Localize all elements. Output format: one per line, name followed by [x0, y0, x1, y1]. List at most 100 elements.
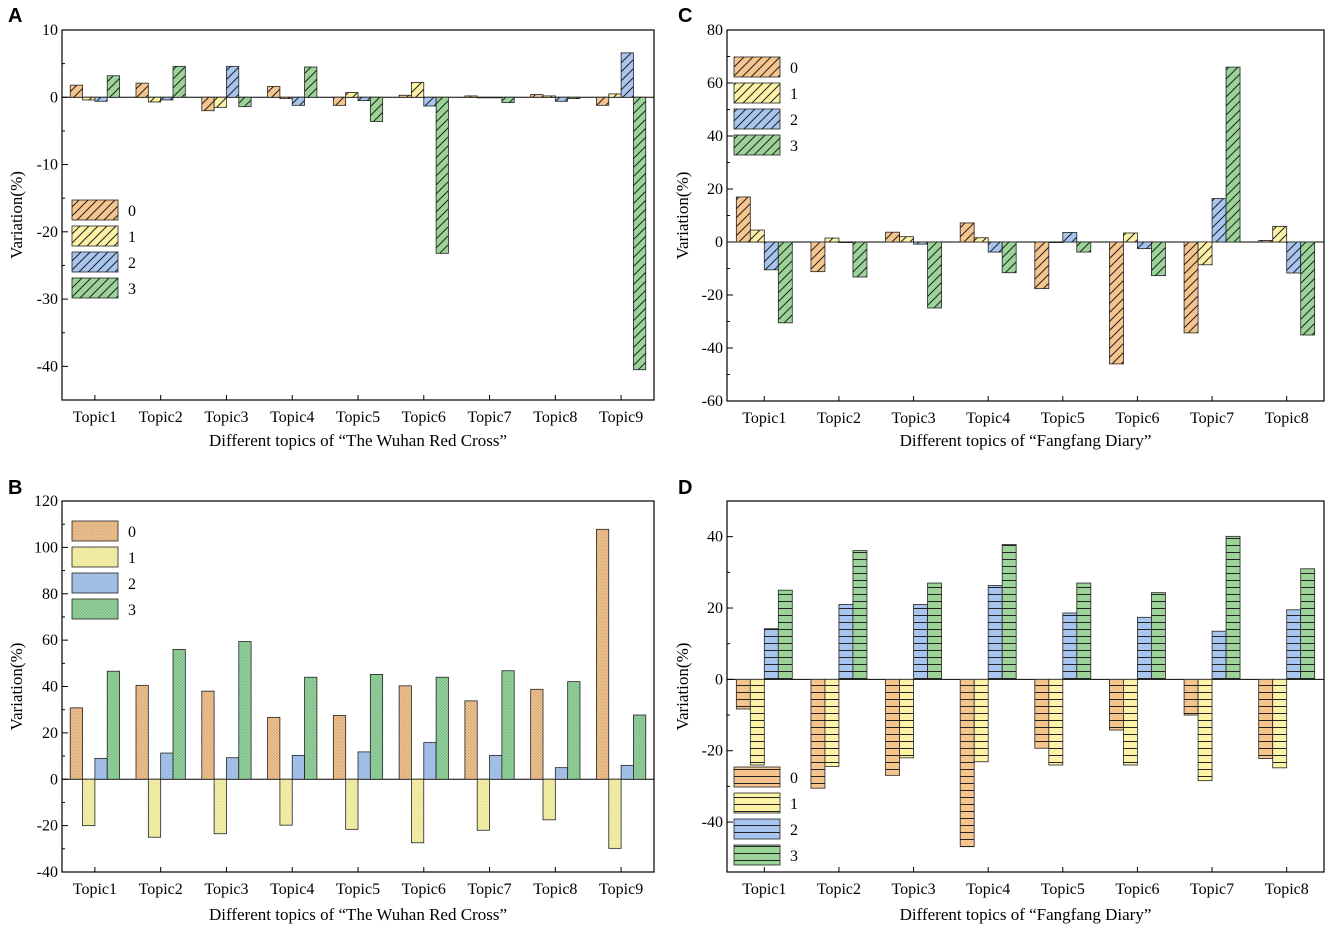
y-tick-label: -30	[37, 291, 58, 308]
bar-topic2-series-2	[160, 96, 174, 101]
bar-topic6-series-2	[423, 96, 437, 107]
bar-topic1-series-3	[106, 75, 120, 98]
bar-topic5-series-2	[357, 96, 371, 102]
y-axis-title: Variation(%)	[673, 643, 692, 731]
bar-topic2-series-2	[160, 752, 174, 780]
bar-topic9-series-1	[608, 93, 622, 98]
bar-topic7-series-3	[1225, 535, 1241, 680]
bar-topic6-series-0	[1109, 241, 1124, 365]
bar-topic1-series-2	[763, 628, 779, 680]
x-tick-label: Topic1	[73, 881, 117, 898]
legend-swatch-2	[733, 818, 781, 840]
bar-topic2-series-0	[810, 678, 826, 789]
x-tick-label: Topic6	[1115, 410, 1159, 427]
legend-swatch-1	[71, 546, 119, 568]
bar-topic9-series-3	[633, 714, 647, 780]
bar-topic3-series-1	[213, 96, 227, 108]
bar-topic6-series-1	[1123, 232, 1138, 243]
bar-topic5-series-1	[1048, 241, 1064, 244]
bar-topic1-series-2	[94, 96, 108, 102]
bar-topic5-series-3	[369, 674, 384, 780]
x-tick-label: Topic3	[204, 881, 248, 898]
bar-topic4-series-0	[267, 86, 281, 98]
x-tick-label: Topic5	[336, 409, 380, 426]
y-tick-label: -40	[702, 814, 723, 831]
y-tick-label: 80	[42, 586, 58, 603]
bar-topic3-series-0	[201, 96, 215, 112]
bar-topic4-series-1	[973, 678, 989, 763]
bar-topic7-series-0	[464, 95, 478, 98]
bar-topic5-series-3	[1076, 241, 1092, 253]
bar-topic6-series-0	[398, 94, 412, 98]
y-tick-label: 10	[42, 22, 58, 39]
y-tick-label: 40	[42, 679, 58, 696]
bar-topic6-series-0	[1109, 678, 1124, 731]
x-tick-label: Topic6	[402, 409, 446, 426]
y-tick-label: 0	[715, 671, 723, 688]
x-tick-label: Topic8	[533, 409, 577, 426]
bar-topic3-series-3	[238, 641, 252, 780]
bar-topic2-series-0	[135, 684, 149, 780]
bar-topic7-series-2	[489, 754, 503, 780]
bar-topic3-series-3	[927, 241, 942, 309]
bar-topic4-series-2	[987, 241, 1003, 253]
legend-label: 0	[128, 203, 136, 220]
bar-topic4-series-2	[291, 754, 305, 780]
x-tick-label: Topic9	[599, 409, 643, 426]
bar-topic5-series-3	[1076, 582, 1092, 680]
bar-topic5-series-1	[345, 778, 359, 830]
x-tick-label: Topic1	[73, 409, 117, 426]
y-tick-label: 80	[707, 22, 723, 39]
bar-topic6-series-3	[435, 676, 449, 780]
y-tick-label: 120	[34, 493, 58, 510]
y-tick-label: -20	[702, 743, 723, 760]
bar-topic7-series-1	[1197, 241, 1213, 266]
bar-topic7-series-2	[1211, 198, 1227, 243]
bar-topic7-series-3	[501, 96, 515, 104]
x-tick-label: Topic7	[1190, 410, 1234, 427]
y-tick-label: 20	[707, 181, 723, 198]
bar-topic8-series-2	[554, 767, 569, 780]
x-tick-label: Topic8	[533, 881, 577, 898]
bar-topic9-series-2	[620, 764, 634, 780]
x-tick-label: Topic2	[139, 881, 183, 898]
x-axis-title: Different topics of “The Wuhan Red Cross…	[209, 431, 507, 450]
legend-label: 0	[790, 60, 798, 77]
legend-label: 3	[790, 848, 798, 865]
y-tick-label: -40	[702, 340, 723, 357]
legend: 0 1 2 3	[71, 520, 136, 620]
legend-label: 3	[128, 281, 136, 298]
y-tick-label: 0	[50, 771, 58, 788]
bar-topic8-series-0	[1258, 678, 1274, 759]
legend-label: 1	[128, 229, 136, 246]
bar-topic7-series-0	[1183, 678, 1199, 716]
bar-topic3-series-3	[238, 96, 252, 108]
legend-swatch-0	[71, 199, 119, 221]
bar-topic6-series-3	[1151, 241, 1166, 277]
y-axis-title: Variation(%)	[673, 172, 692, 260]
bar-topic6-series-3	[1151, 592, 1166, 680]
bar-topic3-series-1	[899, 678, 914, 759]
bar-topic6-series-3	[435, 96, 449, 254]
legend-swatch-3	[71, 277, 119, 299]
bar-topic1-series-1	[749, 678, 765, 766]
bar-topic2-series-1	[824, 678, 840, 767]
bar-topic5-series-2	[1062, 612, 1078, 680]
y-tick-label: -20	[37, 818, 58, 835]
bar-topic2-series-0	[135, 82, 149, 98]
bar-topic9-series-3	[633, 96, 647, 371]
bar-topic4-series-3	[304, 676, 318, 780]
bar-topic1-series-0	[735, 678, 751, 710]
bar-topic6-series-0	[398, 685, 412, 780]
bar-topic4-series-0	[959, 222, 975, 243]
x-tick-label: Topic9	[599, 881, 643, 898]
bar-topic5-series-1	[345, 92, 359, 98]
y-tick-label: 60	[42, 632, 58, 649]
x-axis-title: Different topics of “Fangfang Diary”	[900, 431, 1152, 450]
bar-topic2-series-3	[852, 241, 868, 278]
bar-topic8-series-1	[542, 95, 556, 98]
bar-topic2-series-2	[838, 604, 854, 680]
bar-topic4-series-0	[959, 678, 975, 848]
bar-topic1-series-0	[735, 196, 751, 243]
